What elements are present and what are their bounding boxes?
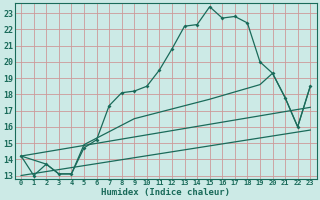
X-axis label: Humidex (Indice chaleur): Humidex (Indice chaleur) (101, 188, 230, 197)
